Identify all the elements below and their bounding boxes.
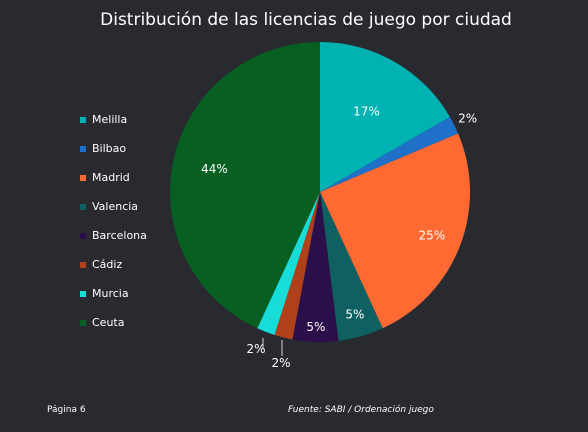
legend-item-barcelona: Barcelona [80, 221, 190, 250]
slice-value-label: 44% [201, 162, 228, 176]
legend: Melilla Bilbao Madrid Valencia Barcelona… [80, 105, 190, 337]
source-note: Fuente: SABI / Ordenación juego [288, 405, 434, 415]
legend-swatch [80, 145, 86, 152]
legend-label: Melilla [92, 113, 128, 126]
slice-value-label: 2% [458, 111, 477, 125]
slice-value-label: 25% [419, 228, 446, 242]
legend-item-ceuta: Ceuta [80, 308, 190, 337]
callout-label: 2% [246, 342, 265, 356]
legend-label: Murcia [92, 287, 129, 300]
legend-swatch [80, 116, 86, 123]
pie-slice-barcelona [292, 192, 339, 343]
legend-label: Madrid [92, 171, 130, 184]
pie-slice-cdiz [274, 192, 320, 340]
legend-item-bilbao: Bilbao [80, 134, 190, 163]
legend-swatch [80, 203, 86, 210]
legend-item-madrid: Madrid [80, 163, 190, 192]
legend-item-valencia: Valencia [80, 192, 190, 221]
slice-value-label: 5% [306, 320, 325, 334]
legend-swatch [80, 290, 86, 297]
legend-label: Valencia [92, 200, 139, 213]
pie-slice-ceuta [169, 42, 320, 329]
chart-title: Distribución de las licencias de juego p… [100, 10, 512, 30]
pie-slice-bilbao [320, 117, 459, 192]
legend-item-cadiz: Cádiz [80, 250, 190, 279]
legend-item-melilla: Melilla [80, 105, 190, 134]
legend-label: Bilbao [92, 142, 127, 155]
legend-label: Ceuta [92, 316, 125, 329]
pie-slice-valencia [320, 192, 383, 341]
slice-value-label: 17% [353, 104, 380, 118]
legend-swatch [80, 174, 86, 181]
legend-item-murcia: Murcia [80, 279, 190, 308]
pie-slice-murcia [257, 192, 320, 335]
legend-label: Cádiz [92, 258, 123, 271]
pie-slice-melilla [320, 42, 450, 192]
page-number: Página 6 [47, 405, 86, 415]
pie-slice-madrid [320, 133, 470, 329]
callout-label: 2% [271, 356, 290, 370]
legend-label: Barcelona [92, 229, 147, 242]
slice-value-label: 5% [345, 308, 364, 322]
legend-swatch [80, 232, 86, 239]
legend-swatch [80, 261, 86, 268]
legend-swatch [80, 319, 86, 326]
